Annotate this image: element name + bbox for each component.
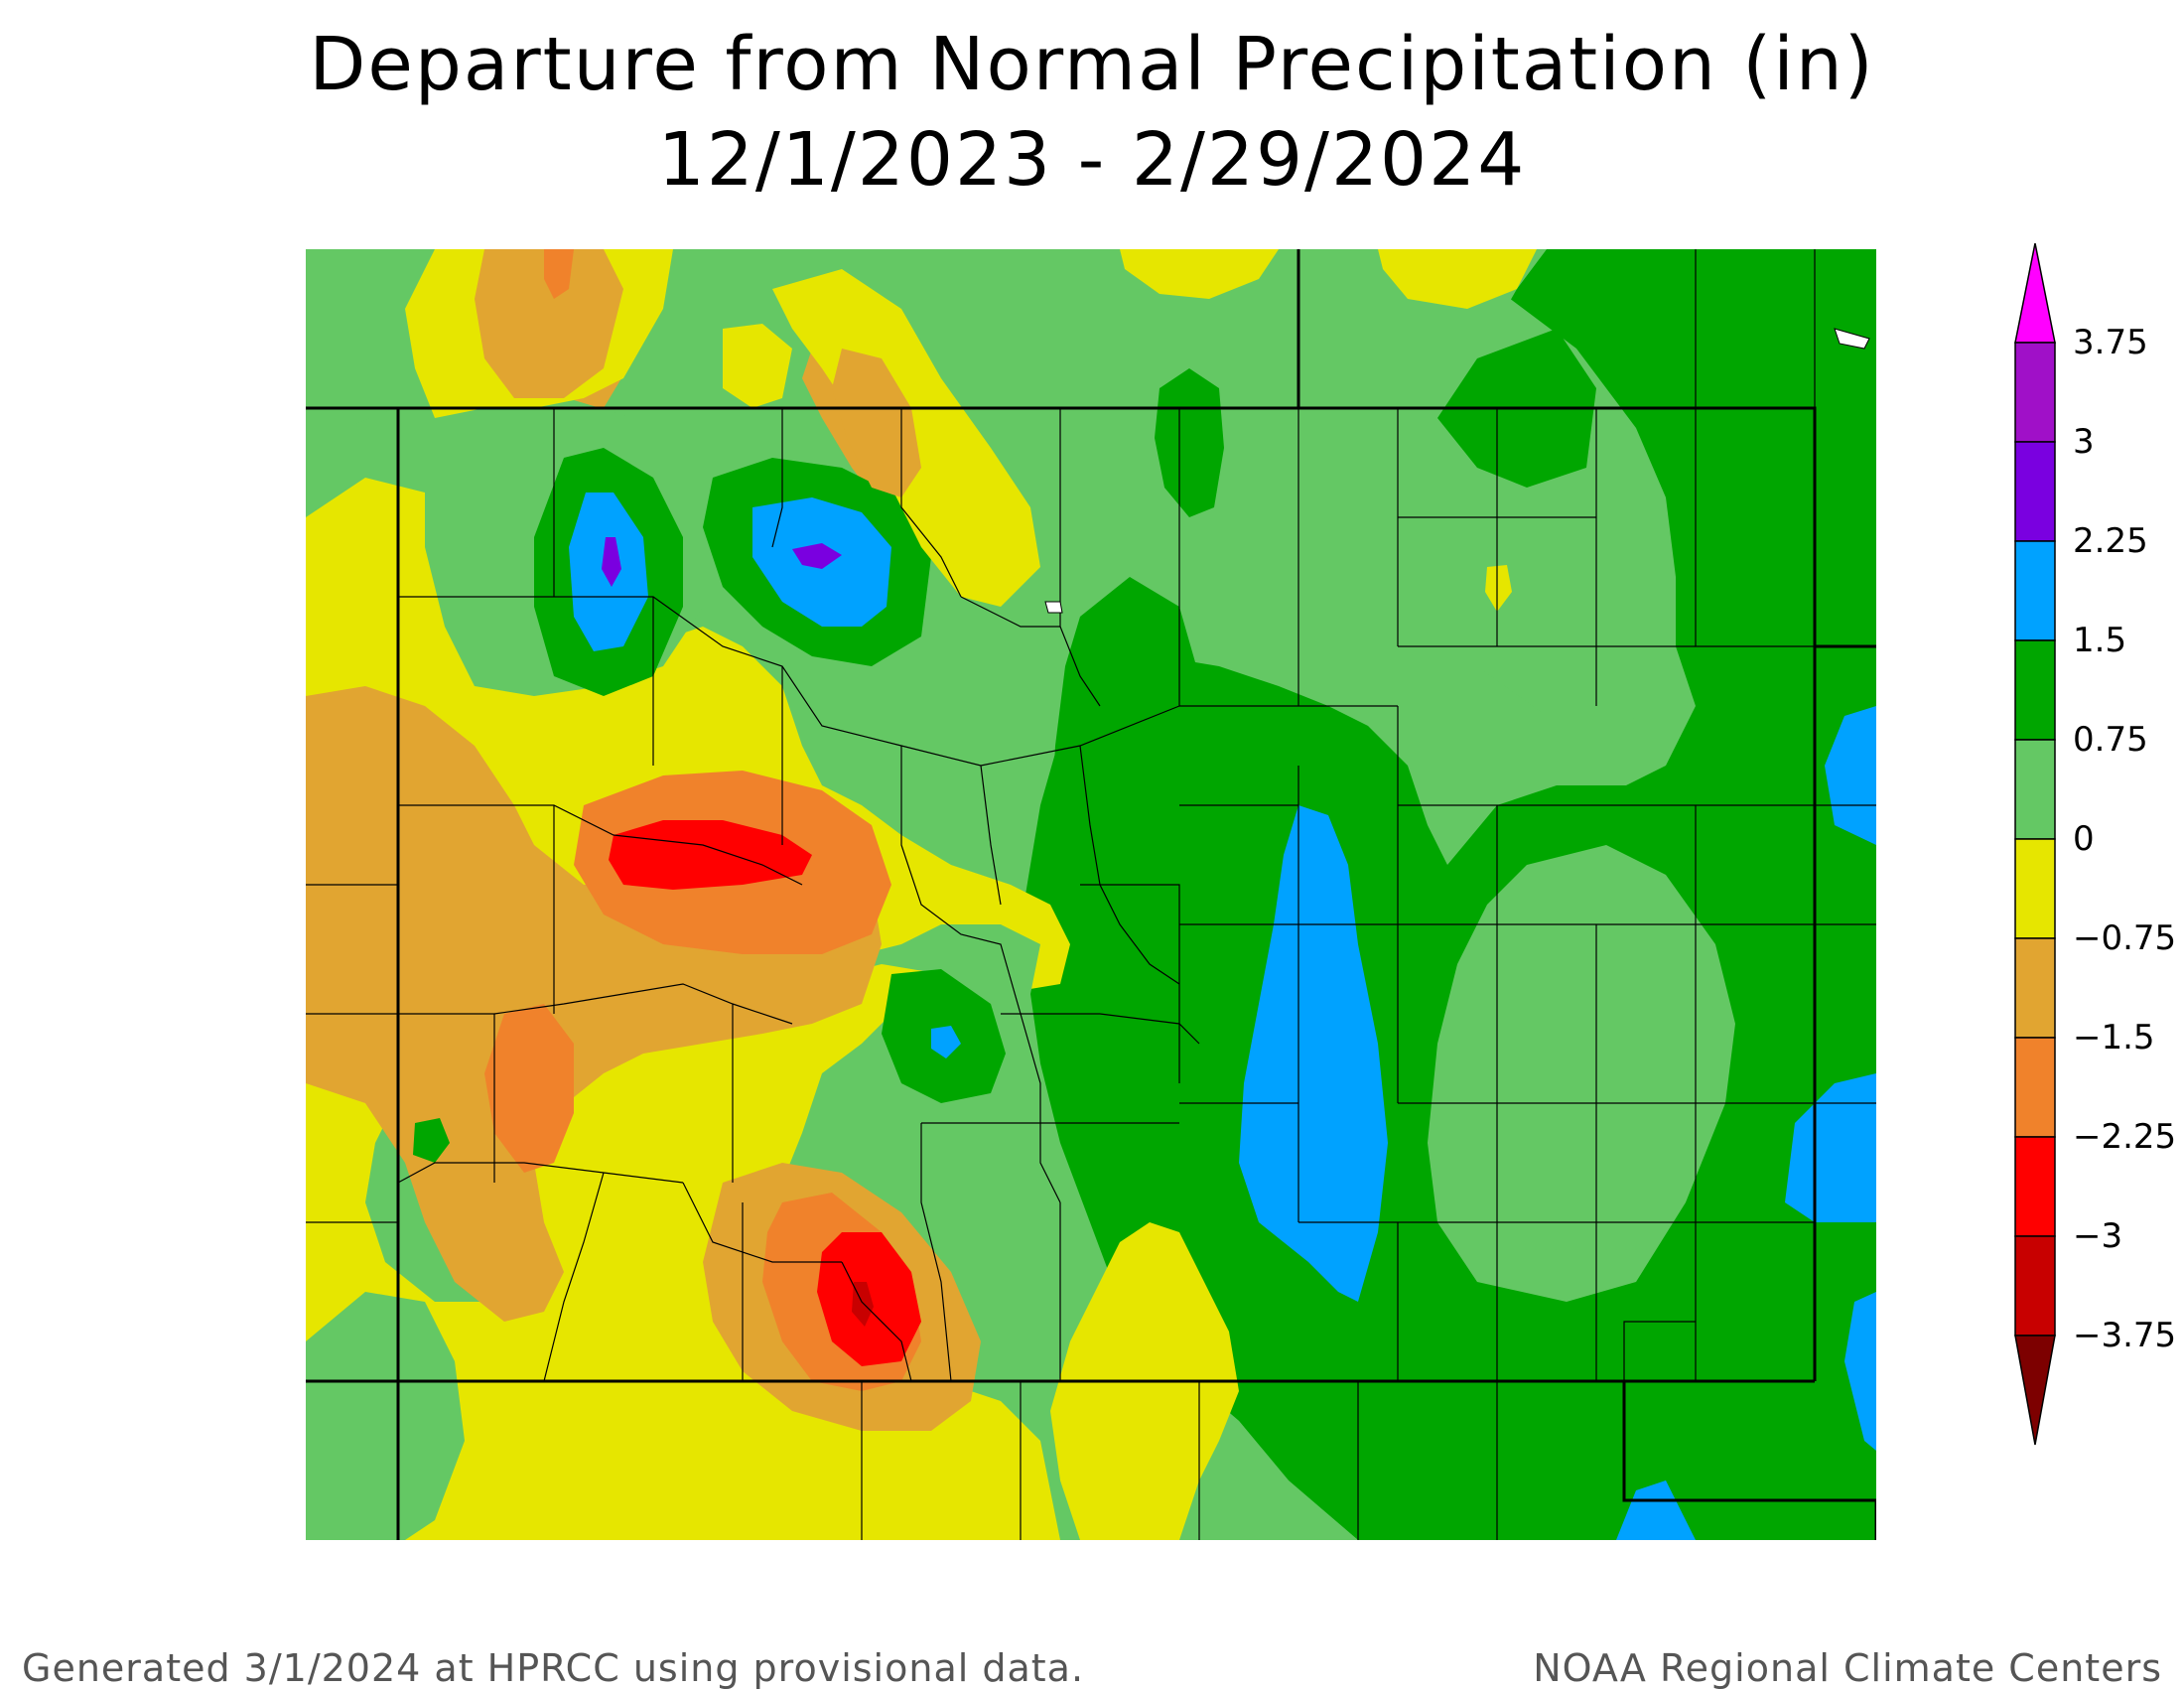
precipitation-map [306, 249, 1876, 1540]
south-blue-blob [1616, 1480, 1696, 1540]
west-green-patch-south [306, 1292, 465, 1540]
nw-orange-top [475, 249, 623, 398]
legend-label: 2.25 [2073, 521, 2148, 561]
legend-colorbar [2014, 243, 2056, 1446]
legend-swatch-below-neg3-75 [2014, 1335, 2056, 1446]
legend-label: 0 [2073, 819, 2095, 859]
legend-swatch-neg2-25-to-neg1-5 [2014, 1037, 2056, 1138]
lake-2 [1044, 601, 1063, 614]
north-yellow-top [1120, 249, 1279, 299]
legend-label: −1.5 [2073, 1018, 2155, 1057]
nw-purple-core-2 [792, 543, 842, 569]
north-yellow-bump-1 [723, 324, 792, 408]
legend-swatch-above-3-75 [2014, 243, 2056, 344]
central-dark-green [1045, 577, 1239, 1242]
generation-note: Generated 3/1/2024 at HPRCC using provis… [22, 1646, 1085, 1690]
legend-swatch-1-5-to-2-25 [2014, 540, 2056, 641]
legend-swatch-3-to-3-75 [2014, 342, 2056, 443]
legend-swatch-neg1-5-to-neg0-75 [2014, 937, 2056, 1039]
central-blue-dot [931, 1026, 961, 1058]
nw-purple-core-1 [602, 537, 621, 587]
north-dark-green-blob [1155, 368, 1224, 517]
central-blue-region [1239, 805, 1388, 1302]
west-red-blob [609, 820, 812, 890]
legend-label: −0.75 [2073, 918, 2177, 958]
east-blue-upper [1825, 706, 1876, 845]
south-central-green [802, 924, 1358, 1540]
legend-label: 0.75 [2073, 720, 2148, 760]
legend-label: −2.25 [2073, 1117, 2177, 1157]
map-title: Departure from Normal Precipitation (in) [309, 22, 1875, 107]
county-borders [306, 249, 1876, 1540]
legend-swatch-0-75-to-1-5 [2014, 639, 2056, 741]
credit-text: NOAA Regional Climate Centers [1533, 1646, 2162, 1690]
legend-swatch-neg3-to-neg2-25 [2014, 1136, 2056, 1237]
map-date-range: 12/1/2023 - 2/29/2024 [657, 117, 1527, 203]
legend-swatch-neg0-75-to-0 [2014, 838, 2056, 939]
ne-yellow-top [1378, 249, 1537, 309]
west-green-patch-north [306, 249, 445, 428]
lake-1 [1834, 328, 1870, 350]
legend-label: −3 [2073, 1216, 2123, 1256]
north-orange-top [832, 349, 921, 497]
east-blue-lower [1844, 1292, 1876, 1451]
east-blue-middle [1785, 1073, 1876, 1222]
ne-yellow-pocket [1485, 565, 1512, 612]
legend-label: −3.75 [2073, 1316, 2177, 1355]
nw-dark-orange-dot [544, 249, 574, 299]
legend-swatch-2-25-to-3 [2014, 441, 2056, 542]
legend-swatch-0-to-0-75 [2014, 739, 2056, 840]
legend-label: 3.75 [2073, 323, 2148, 362]
sw-dark-orange-blob [484, 1004, 574, 1173]
east-light-green-pocket [1428, 845, 1735, 1302]
legend-swatch-neg3-75-to-neg3 [2014, 1235, 2056, 1337]
legend-label: 1.5 [2073, 621, 2127, 660]
sw-dark-green-dot [413, 1118, 450, 1163]
legend-label: 3 [2073, 422, 2095, 462]
